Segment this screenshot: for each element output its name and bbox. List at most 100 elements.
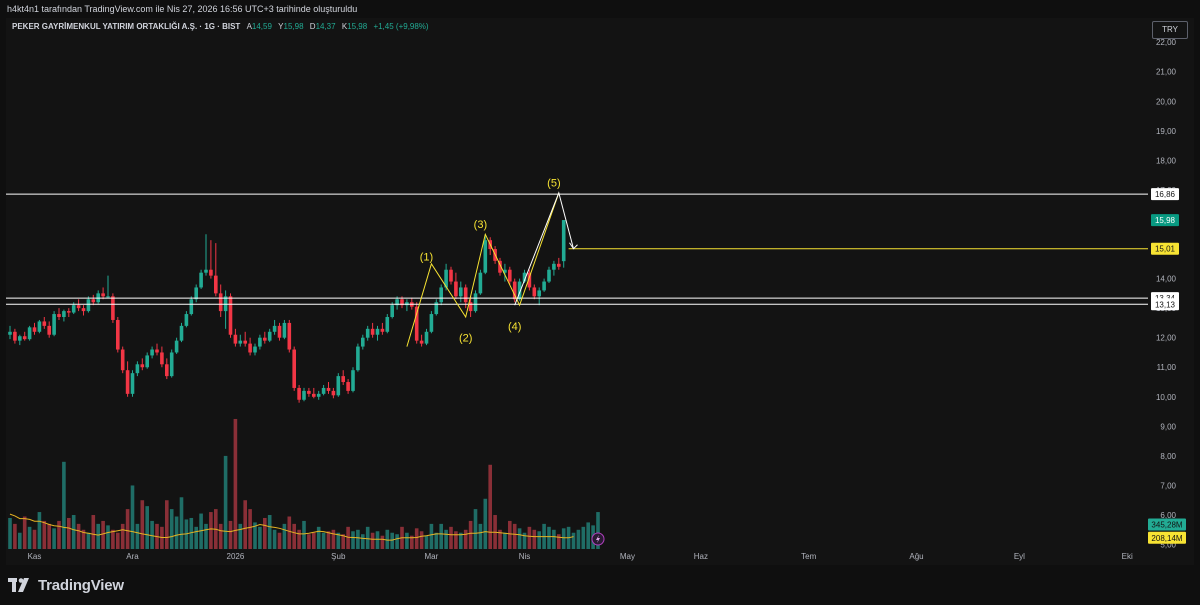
volume-bar	[209, 512, 213, 549]
candle-body	[277, 325, 282, 338]
volume-bar	[405, 532, 409, 549]
y-axis-tick-label: 14,00	[1156, 275, 1177, 284]
candle-body	[292, 349, 296, 388]
volume-bar	[52, 528, 56, 549]
volume-bar	[165, 500, 169, 549]
candle-body	[400, 299, 404, 306]
price-tag	[1151, 298, 1179, 311]
x-axis-tick-label: Nis	[519, 552, 531, 561]
brand-logo[interactable]: TradingView	[8, 576, 124, 594]
currency-button[interactable]: TRY	[1152, 21, 1188, 39]
chart-panel[interactable]	[6, 18, 1194, 565]
projection-arrow-icon	[569, 242, 578, 250]
y-axis-tick-label: 7,00	[1160, 481, 1176, 490]
close-value: 15,98	[347, 22, 368, 31]
candle-body	[547, 269, 551, 282]
footer	[0, 565, 1200, 605]
symbol-name: PEKER GAYRİMENKUL YATIRIM ORTAKLIĞI A.Ş.…	[12, 22, 241, 31]
volume-bar	[512, 523, 517, 549]
candle-body	[37, 321, 42, 332]
volume-tag	[1148, 531, 1186, 544]
volume-bar	[424, 535, 429, 549]
candle-body	[463, 287, 468, 303]
volume-bar	[263, 517, 267, 549]
candle-body	[184, 314, 189, 326]
projection-line	[514, 191, 574, 306]
volume-bar	[321, 532, 326, 549]
volume-bar	[547, 526, 551, 549]
candle-body	[552, 263, 556, 270]
volume-bar	[76, 523, 81, 549]
x-axis-tick-label: Haz	[694, 552, 708, 561]
candle-body	[228, 296, 233, 335]
wave-label: (4)	[508, 321, 521, 333]
candle-body	[542, 281, 546, 291]
volume-bar	[71, 515, 76, 549]
candle-body	[429, 314, 434, 332]
candle-body	[537, 290, 541, 297]
volume-bar	[243, 500, 247, 549]
x-axis-tick-label: Ara	[126, 552, 139, 561]
volume-bar	[204, 523, 208, 549]
volume-bar	[414, 528, 419, 549]
x-axis-tick-label: Kas	[28, 552, 42, 561]
candle-body	[385, 317, 390, 332]
candle-body	[52, 314, 56, 335]
candle-body	[189, 299, 194, 315]
candle-body	[503, 269, 507, 273]
volume-bar	[267, 515, 272, 549]
candle-body	[468, 302, 473, 312]
volume-bar	[463, 529, 468, 549]
volume-bar	[37, 512, 42, 549]
candle-body	[145, 355, 149, 368]
candle-body	[248, 343, 252, 353]
volume-bar	[135, 523, 140, 549]
volume-bar	[101, 520, 105, 549]
volume-bar	[302, 520, 306, 549]
candle-body	[517, 281, 522, 300]
volume-bar	[444, 529, 448, 549]
volume-bar	[47, 523, 51, 549]
volume-bar	[292, 523, 296, 549]
candle-body	[204, 269, 208, 273]
volume-bar	[199, 513, 203, 549]
volume-bar	[116, 532, 120, 549]
volume-bar	[503, 532, 507, 549]
volume-bar	[223, 455, 228, 549]
volume-bar	[581, 526, 586, 549]
x-axis-tick-label: Eyl	[1014, 552, 1025, 561]
volume-bar	[57, 520, 61, 549]
volume-bar	[429, 523, 434, 549]
candle-body	[557, 263, 561, 267]
change-value: +1,45 (+9,98%)	[373, 22, 429, 31]
wave-label: (2)	[459, 333, 472, 345]
candle-body	[395, 299, 399, 306]
volume-bar	[228, 520, 233, 549]
candle-body	[297, 387, 301, 400]
candle-body	[361, 337, 365, 347]
candle-body	[140, 364, 145, 368]
candle-body	[253, 346, 257, 353]
y-axis-tick-label: 6,00	[1160, 511, 1176, 520]
y-axis-tick-label: 12,00	[1156, 334, 1177, 343]
volume-bar	[385, 529, 390, 549]
volume-bar	[517, 528, 522, 549]
candle-body	[478, 272, 483, 294]
candle-body	[27, 327, 32, 340]
x-axis-tick-label: May	[620, 552, 635, 561]
volume-bar	[527, 526, 532, 549]
candle-body	[272, 325, 277, 332]
candle-body	[532, 287, 537, 297]
candle-body	[8, 331, 12, 335]
x-axis-tick-label: Ağu	[909, 552, 923, 561]
volume-bar	[552, 529, 556, 549]
volume-bar	[307, 534, 311, 549]
candle-body	[47, 325, 51, 335]
volume-bar	[258, 526, 262, 549]
volume-bar	[557, 534, 561, 549]
volume-bar	[331, 529, 336, 549]
candle-body	[498, 260, 502, 273]
candle-body	[71, 305, 76, 313]
candle-body	[316, 393, 321, 397]
